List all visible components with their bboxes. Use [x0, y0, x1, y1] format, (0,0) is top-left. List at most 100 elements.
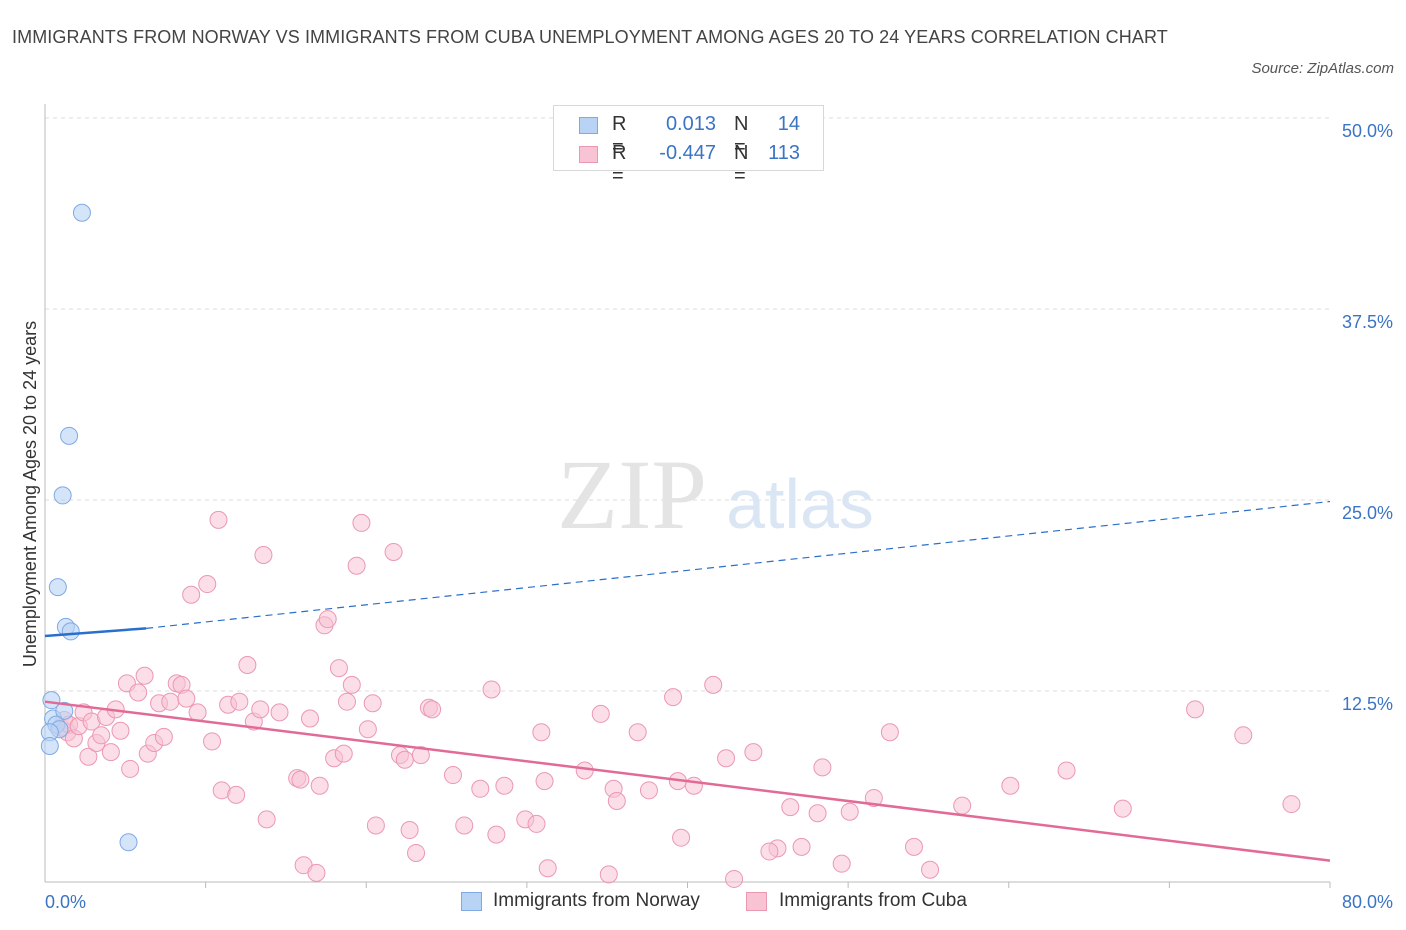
cuba-point [704, 675, 723, 694]
y-tick-label: 12.5% [1342, 694, 1393, 714]
cuba-point [744, 743, 763, 762]
cuba-point [781, 798, 800, 817]
cuba-point [251, 700, 270, 719]
cuba-point [121, 759, 140, 778]
cuba-point [1001, 776, 1020, 795]
cuba-point [423, 700, 442, 719]
cuba-point [366, 816, 385, 835]
cuba-point [813, 758, 832, 777]
legend-r-value: -0.447 [659, 142, 716, 164]
cuba-point [198, 575, 217, 594]
cuba-point [482, 680, 501, 699]
cuba-point [538, 859, 557, 878]
correlation-legend: R = 0.013 N = 14 R = -0.447 N = 113 [553, 105, 824, 187]
x-tick-label: 80.0% [1342, 892, 1393, 912]
cuba-point [342, 675, 361, 694]
norway-trend-line [44, 627, 147, 638]
cuba-point [347, 556, 366, 575]
cuba-point [1113, 799, 1132, 818]
cuba-point [639, 781, 658, 800]
cuba-point [329, 659, 348, 678]
cuba-point [352, 513, 371, 532]
cuba-point [628, 723, 647, 742]
cuba-point [864, 788, 883, 807]
cuba-point [238, 656, 257, 675]
cuba-point [953, 796, 972, 815]
series-swatch-norway [461, 892, 482, 911]
cuba-point [203, 732, 222, 751]
cuba-point [318, 610, 337, 629]
cuba-point [591, 704, 610, 723]
cuba-point [92, 726, 111, 745]
cuba-point [1282, 795, 1301, 814]
source-label: Source: ZipAtlas.com [1251, 60, 1394, 77]
norway-point [40, 737, 59, 756]
y-axis-label: Unemployment Among Ages 20 to 24 years [20, 321, 40, 667]
cuba-point [135, 666, 154, 685]
trend-lines [44, 500, 1331, 862]
cuba-point [532, 723, 551, 742]
cuba-point [1234, 726, 1253, 745]
cuba-point [177, 689, 196, 708]
cuba-point [495, 776, 514, 795]
cuba-point [307, 863, 326, 882]
cuba-point [301, 709, 320, 728]
norway-point [48, 578, 67, 597]
cuba-point [443, 766, 462, 785]
legend-n-label: N = [734, 113, 749, 158]
cuba-point [254, 546, 273, 565]
cuba-point [760, 842, 779, 861]
norway-point [72, 203, 91, 222]
cuba-point [880, 723, 899, 742]
series-legend: Immigrants from Norway Immigrants from C… [0, 890, 1406, 916]
cuba-trend-line [44, 700, 1331, 862]
norway-point [53, 486, 72, 505]
cuba-point [808, 804, 827, 823]
cuba-point [79, 747, 98, 766]
cuba-point [904, 837, 923, 856]
series-label-cuba: Immigrants from Cuba [779, 890, 967, 911]
y-tick-label: 25.0% [1342, 503, 1393, 523]
watermark: ZIP atlas [557, 439, 874, 550]
cuba-point [310, 776, 329, 795]
cuba-point [334, 744, 353, 763]
cuba-point [840, 802, 859, 821]
cuba-point [384, 542, 403, 561]
cuba-point [487, 825, 506, 844]
cuba-point [535, 772, 554, 791]
x-tick-label: 0.0% [45, 892, 86, 912]
cuba-point [575, 761, 594, 780]
cuba-point [395, 750, 414, 769]
norway-trend-projection [146, 500, 1331, 629]
cuba-point [337, 692, 356, 711]
cuba-point [717, 749, 736, 768]
cuba-point [182, 585, 201, 604]
cuba-point [407, 843, 426, 862]
cuba-point [363, 694, 382, 713]
grid-lines [45, 117, 1330, 692]
legend-r-label: R = [612, 142, 627, 187]
cuba-point [358, 720, 377, 739]
legend-r-label: R = [612, 113, 627, 158]
norway-point [42, 691, 61, 710]
cuba-point [1186, 700, 1205, 719]
cuba-point [270, 703, 289, 722]
cuba-point [1057, 761, 1076, 780]
watermark-atlas: atlas [726, 465, 874, 543]
cuba-point [111, 721, 130, 740]
cuba-point [101, 743, 120, 762]
cuba-point [607, 792, 626, 811]
cuba-point [154, 727, 173, 746]
chart-title: IMMIGRANTS FROM NORWAY VS IMMIGRANTS FRO… [12, 27, 1168, 47]
legend-r-value: 0.013 [665, 113, 716, 135]
norway-point [60, 426, 79, 445]
norway-point [119, 833, 138, 852]
cuba-point [527, 814, 546, 833]
axis-labels: 12.5% 25.0% 37.5% 50.0% 0.0% 80.0% Unemploymen… [20, 121, 1393, 912]
cuba-point [230, 692, 249, 711]
legend-n-value: 113 [768, 142, 800, 164]
series-swatch-cuba [746, 892, 767, 911]
legend-n-value: 14 [777, 113, 800, 135]
cuba-point [400, 821, 419, 840]
